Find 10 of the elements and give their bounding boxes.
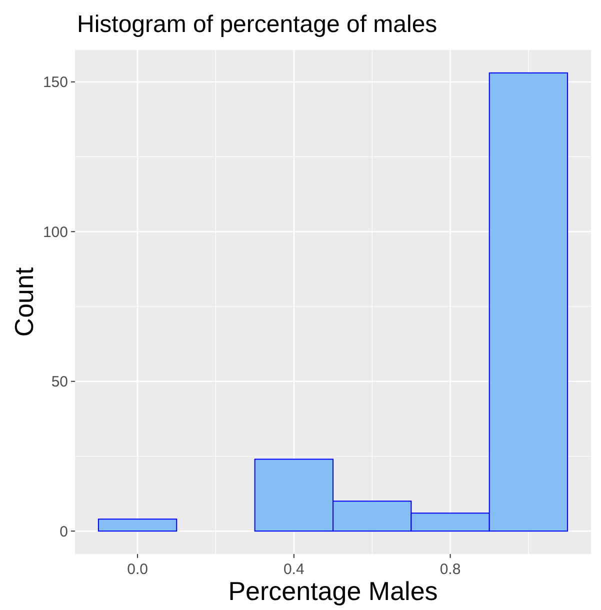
x-axis-title: Percentage Males [228, 576, 438, 606]
y-tick-label: 100 [42, 224, 68, 241]
x-tick-label: 0.4 [283, 561, 304, 578]
y-axis-title: Count [9, 266, 39, 337]
y-tick-label: 50 [51, 374, 68, 391]
y-tick-label: 150 [42, 74, 68, 92]
y-tick-label: 0 [60, 523, 68, 540]
x-tick-label: 0.8 [440, 561, 461, 578]
chart-title: Histogram of percentage of males [77, 11, 438, 38]
x-tick-label: 0.0 [127, 561, 148, 578]
